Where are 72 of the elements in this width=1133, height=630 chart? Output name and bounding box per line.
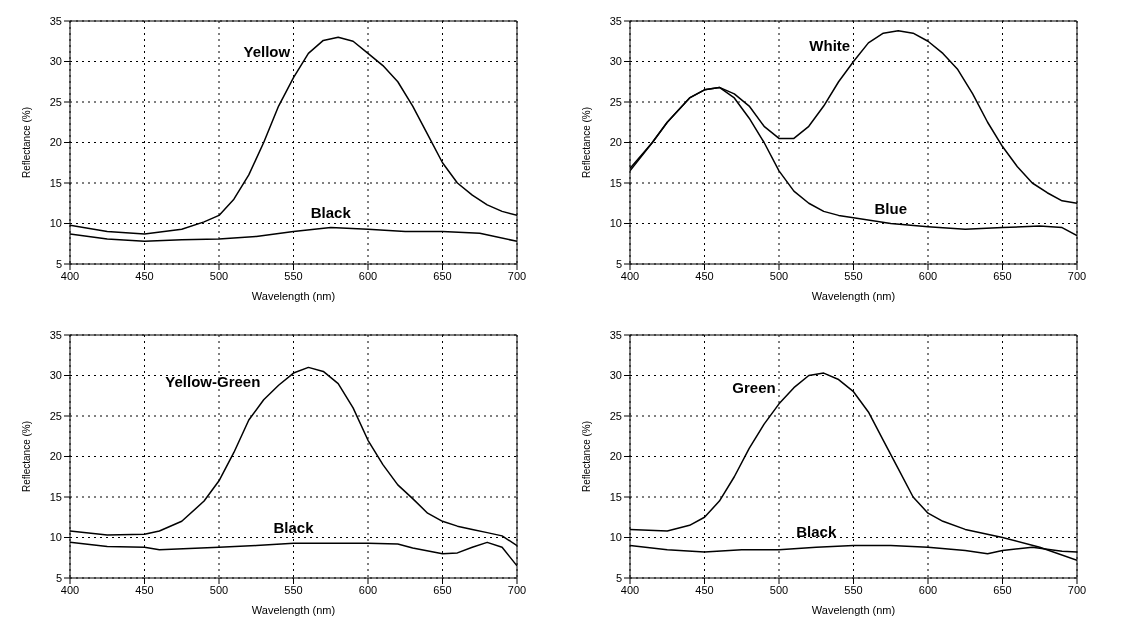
y-tick-label: 10 [49, 217, 62, 230]
y-tick-label: 30 [609, 369, 622, 382]
y-tick-label: 5 [615, 571, 622, 584]
y-tick-label: 35 [609, 14, 622, 27]
y-tick-label: 10 [49, 531, 62, 544]
y-tick-label: 5 [615, 257, 622, 270]
y-tick-label: 15 [609, 490, 622, 503]
x-tick-label: 700 [1067, 269, 1087, 282]
y-tick-label: 20 [49, 136, 62, 149]
series-label: Yellow-Green [165, 373, 261, 391]
y-tick-label: 10 [609, 531, 622, 544]
series-label: Yellow [243, 43, 291, 61]
x-tick-label: 700 [507, 583, 527, 596]
y-tick-label: 35 [49, 328, 62, 341]
y-axis-title: Reflectance (%) [20, 106, 32, 179]
x-axis-title: Wavelength (nm) [811, 290, 896, 302]
x-tick-label: 600 [358, 269, 378, 282]
x-tick-label: 700 [507, 269, 527, 282]
x-tick-label: 550 [284, 269, 303, 282]
y-tick-label: 25 [609, 409, 622, 422]
y-tick-label: 20 [609, 136, 622, 149]
y-tick-label: 20 [49, 450, 62, 463]
x-axis-title: Wavelength (nm) [251, 604, 336, 616]
x-tick-label: 500 [209, 583, 229, 596]
x-tick-label: 650 [993, 269, 1012, 282]
x-tick-label: 400 [620, 269, 640, 282]
y-tick-label: 30 [49, 369, 62, 382]
x-tick-label: 450 [695, 583, 714, 596]
series-label: Blue [874, 199, 908, 217]
x-axis-title: Wavelength (nm) [251, 290, 336, 302]
x-axis-title: Wavelength (nm) [811, 604, 896, 616]
y-tick-label: 35 [49, 14, 62, 27]
y-tick-label: 15 [49, 176, 62, 189]
y-tick-label: 10 [609, 217, 622, 230]
x-tick-label: 400 [60, 583, 80, 596]
y-axis-title: Reflectance (%) [580, 420, 592, 493]
x-tick-label: 450 [695, 269, 714, 282]
y-tick-label: 25 [49, 409, 62, 422]
y-tick-label: 20 [609, 450, 622, 463]
x-tick-label: 550 [284, 583, 303, 596]
x-tick-label: 500 [209, 269, 229, 282]
x-tick-label: 550 [844, 583, 863, 596]
series-label: Black [273, 519, 315, 537]
y-tick-label: 35 [609, 328, 622, 341]
y-tick-label: 15 [49, 490, 62, 503]
y-tick-label: 30 [49, 55, 62, 68]
y-axis-title: Reflectance (%) [580, 106, 592, 179]
x-tick-label: 650 [433, 583, 452, 596]
x-tick-label: 600 [918, 583, 938, 596]
y-tick-label: 15 [609, 176, 622, 189]
x-tick-label: 450 [135, 269, 154, 282]
y-tick-label: 25 [609, 95, 622, 108]
series-label: Black [796, 523, 837, 541]
y-tick-label: 5 [55, 257, 62, 270]
series-label: Black [310, 203, 352, 221]
x-tick-label: 700 [1067, 583, 1087, 596]
x-tick-label: 500 [769, 269, 789, 282]
y-tick-label: 5 [55, 571, 62, 584]
x-tick-label: 600 [358, 583, 378, 596]
x-tick-label: 400 [60, 269, 80, 282]
y-tick-label: 30 [609, 55, 622, 68]
x-tick-label: 400 [620, 583, 640, 596]
series-label: Green [732, 379, 776, 397]
x-tick-label: 550 [844, 269, 863, 282]
x-tick-label: 650 [433, 269, 452, 282]
x-tick-label: 450 [135, 583, 154, 596]
x-tick-label: 500 [769, 583, 789, 596]
x-tick-label: 650 [993, 583, 1012, 596]
y-axis-title: Reflectance (%) [20, 420, 32, 493]
series-label: White [809, 36, 851, 54]
y-tick-label: 25 [49, 95, 62, 108]
x-tick-label: 600 [918, 269, 938, 282]
